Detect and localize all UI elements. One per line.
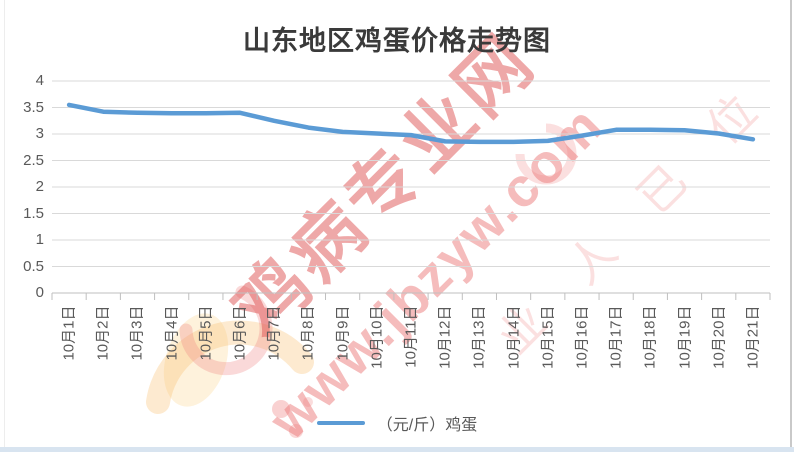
y-axis-label: 3.5: [23, 98, 44, 116]
y-axis-label: 4: [35, 72, 44, 89]
x-axis-label: 10月18日: [641, 305, 659, 369]
chart-legend: （元/斤）鸡蛋: [0, 410, 794, 436]
x-axis-label: 10月9日: [334, 305, 352, 361]
x-axis-label: 10月17日: [607, 305, 625, 369]
x-axis-label: 10月19日: [676, 305, 694, 369]
y-axis-label: 0.5: [23, 257, 44, 275]
x-axis-label: 10月11日: [402, 305, 420, 368]
y-axis-label: 2: [35, 178, 44, 195]
y-axis-label: 1: [35, 231, 44, 248]
x-axis-label: 10月4日: [163, 305, 181, 361]
legend-series-label: （元/斤）鸡蛋: [376, 417, 478, 434]
x-axis-label: 10月7日: [265, 305, 283, 361]
chart-title: 山东地区鸡蛋价格走势图: [243, 26, 551, 56]
y-axis-label: 1.5: [23, 204, 44, 222]
x-axis-label: 10月14日: [505, 305, 523, 369]
x-axis-label: 10月1日: [60, 305, 78, 361]
x-axis-label: 10月6日: [231, 305, 249, 361]
x-axis-label: 10月2日: [94, 305, 112, 361]
x-axis-label: 10月21日: [744, 305, 762, 369]
x-axis-label: 10月5日: [197, 305, 215, 361]
x-axis-label: 10月15日: [539, 305, 557, 369]
x-axis-label: 10月16日: [573, 305, 591, 369]
x-axis-label: 10月20日: [710, 305, 728, 369]
x-axis-label: 10月10日: [368, 305, 386, 369]
x-axis-label: 10月8日: [299, 305, 317, 361]
x-axis-label: 10月12日: [436, 305, 454, 369]
window-right-border: [790, 0, 792, 452]
x-axis-label: 10月3日: [128, 305, 146, 361]
legend-line-marker: [316, 421, 365, 425]
y-axis-label: 3: [35, 125, 44, 142]
window-bottom-bar: [0, 447, 794, 452]
x-axis-label: 10月13日: [470, 305, 488, 369]
y-axis-label: 2.5: [23, 151, 44, 169]
window-left-border: [4, 0, 5, 452]
y-axis-label: 0: [35, 284, 44, 301]
